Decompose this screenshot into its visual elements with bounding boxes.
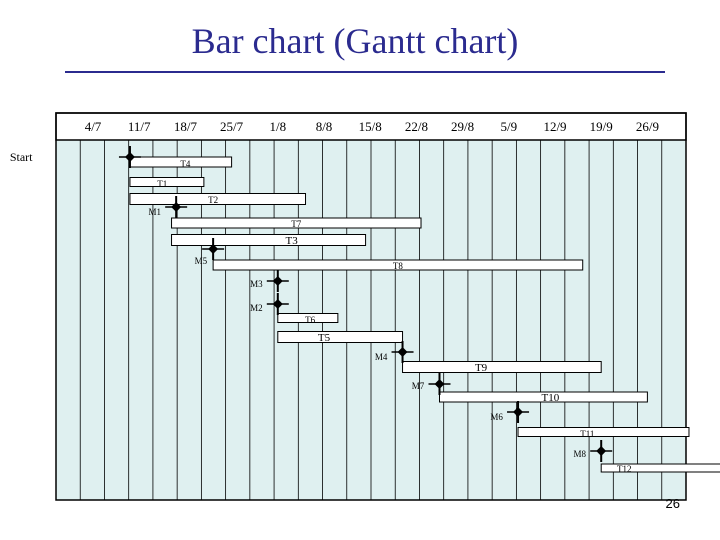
date-label: 18/7 — [174, 119, 198, 134]
milestone-label: M5 — [195, 256, 208, 266]
task-bar — [277, 313, 339, 323]
task-bar — [212, 259, 584, 271]
task-bar — [600, 463, 720, 473]
date-label: 11/7 — [128, 119, 151, 134]
task-label: T1 — [157, 179, 167, 189]
date-label: 22/8 — [405, 119, 428, 134]
task-label: T5 — [318, 332, 331, 344]
task-label: T6 — [305, 315, 315, 325]
date-label: 8/8 — [316, 119, 333, 134]
milestone-marker — [208, 244, 219, 254]
task-bar — [517, 427, 690, 437]
milestone-marker — [434, 379, 445, 389]
task-bar — [402, 361, 602, 373]
date-label: 19/9 — [590, 119, 613, 134]
date-label: 1/8 — [269, 119, 286, 134]
title-rule — [65, 71, 665, 73]
milestone-marker — [513, 407, 523, 417]
task-label: T7 — [291, 219, 301, 229]
milestone-label: Start — [10, 150, 33, 164]
milestone-label: M1 — [148, 207, 161, 217]
task-label: T9 — [475, 362, 488, 374]
milestone-marker — [272, 299, 283, 309]
task-bar — [129, 177, 205, 187]
task-bar — [171, 234, 367, 246]
task-label: T4 — [180, 159, 190, 169]
date-label: 29/8 — [451, 119, 474, 134]
date-label: 12/9 — [543, 119, 566, 134]
milestone-label: M7 — [412, 381, 425, 391]
task-bar — [129, 193, 307, 205]
milestone-marker — [171, 202, 182, 212]
task-bar — [277, 331, 404, 343]
date-label: 15/8 — [359, 119, 382, 134]
date-label: 5/9 — [500, 119, 517, 134]
task-label: T10 — [542, 392, 560, 404]
task-bar — [439, 391, 648, 403]
task-label: T2 — [208, 195, 218, 205]
task-label: T8 — [393, 261, 403, 271]
date-label: 25/7 — [220, 119, 244, 134]
task-label: T12 — [617, 464, 632, 474]
milestone-label: M3 — [250, 279, 263, 289]
date-label: 26/9 — [636, 119, 659, 134]
slide-title: Bar chart (Gantt chart) — [191, 21, 519, 61]
date-label: 4/7 — [85, 119, 102, 134]
milestone-marker — [272, 276, 283, 286]
task-bar — [171, 217, 422, 229]
milestone-label: M2 — [250, 303, 263, 313]
milestone-marker — [596, 446, 607, 456]
task-label: T3 — [286, 235, 299, 247]
milestone-label: M4 — [375, 352, 388, 362]
milestone-marker — [397, 347, 408, 357]
milestone-label: M6 — [490, 412, 503, 422]
page-number: 26 — [665, 496, 680, 511]
task-label: T11 — [580, 429, 594, 439]
milestone-label: M8 — [573, 449, 586, 459]
